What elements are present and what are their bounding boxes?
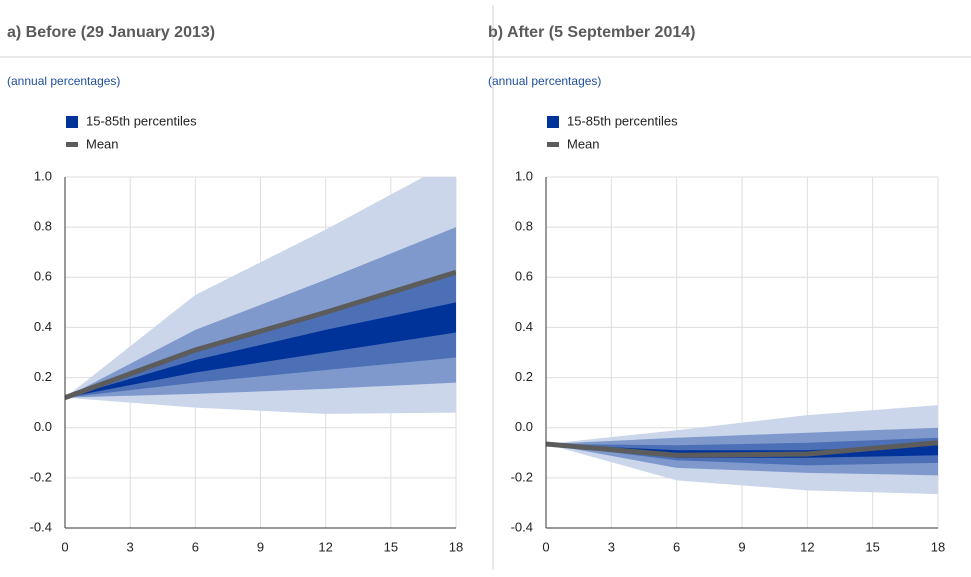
panel-title: b) After (5 September 2014): [488, 24, 695, 41]
legend-swatch: [66, 116, 78, 128]
y-tick-label: 0.4: [515, 319, 533, 334]
y-tick-label: 0.0: [515, 419, 533, 434]
legend-swatch: [547, 142, 559, 147]
plot-area: [65, 177, 456, 414]
y-tick-label: 1.0: [515, 168, 533, 183]
y-tick-label: 1.0: [34, 168, 52, 183]
x-tick-label: 3: [608, 539, 615, 554]
y-tick-label: 0.8: [34, 219, 52, 234]
x-tick-label: 9: [257, 539, 264, 554]
mean-line: [65, 269, 456, 400]
y-tick-label: 0.6: [34, 269, 52, 284]
y-tick-label: 0.4: [34, 319, 52, 334]
x-tick-label: 9: [738, 539, 745, 554]
y-tick-label: 0.8: [515, 219, 533, 234]
legend-swatch: [66, 142, 78, 147]
x-tick-label: 0: [61, 539, 68, 554]
legend-label: 15-85th percentiles: [86, 113, 197, 128]
x-tick-label: 12: [318, 539, 332, 554]
legend-label: Mean: [86, 136, 119, 151]
mean-line: [546, 440, 938, 458]
x-tick-label: 18: [449, 539, 463, 554]
legend-label: Mean: [567, 136, 600, 151]
x-tick-label: 15: [865, 539, 879, 554]
y-tick-label: 0.0: [34, 419, 52, 434]
panel-subtitle: (annual percentages): [7, 74, 120, 88]
y-tick-label: 0.6: [515, 269, 533, 284]
fan-band: [65, 302, 456, 398]
panel-subtitle: (annual percentages): [488, 74, 601, 88]
y-tick-label: -0.2: [30, 469, 52, 484]
x-tick-label: 15: [384, 539, 398, 554]
x-tick-label: 0: [542, 539, 549, 554]
x-tick-label: 3: [127, 539, 134, 554]
x-tick-label: 18: [931, 539, 945, 554]
panel-title: a) Before (29 January 2013): [7, 24, 215, 41]
x-tick-label: 6: [192, 539, 199, 554]
y-tick-label: -0.4: [30, 519, 52, 534]
y-tick-label: -0.4: [511, 519, 533, 534]
x-tick-label: 6: [673, 539, 680, 554]
y-tick-label: -0.2: [511, 469, 533, 484]
legend-label: 15-85th percentiles: [567, 113, 678, 128]
plot-area: [546, 405, 938, 495]
y-tick-label: 0.2: [515, 369, 533, 384]
y-tick-label: 0.2: [34, 369, 52, 384]
x-tick-label: 12: [800, 539, 814, 554]
legend-swatch: [547, 116, 559, 128]
